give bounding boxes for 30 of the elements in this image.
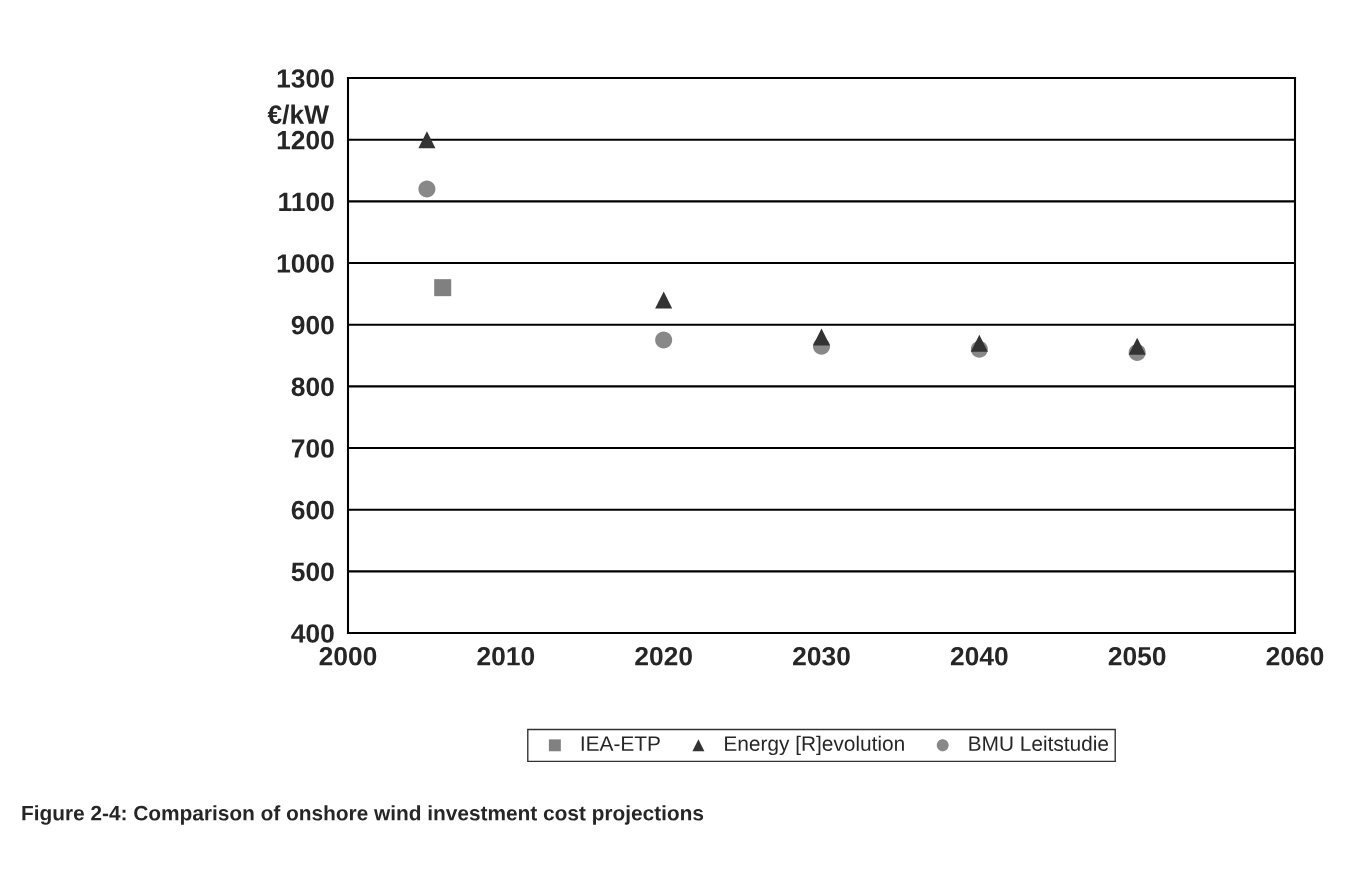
- y-tick-label: 400: [291, 624, 334, 643]
- point: [655, 291, 673, 309]
- x-tick-label: 2010: [477, 646, 535, 666]
- x-tick-label: 2040: [950, 646, 1008, 666]
- y-tick-label: 500: [291, 562, 334, 582]
- legend-label: IEA-ETP: [581, 736, 660, 751]
- point: [434, 279, 452, 297]
- x-tick-label: 2020: [635, 646, 692, 666]
- y-tick-label: 700: [291, 439, 334, 458]
- x-tick-label: 2000: [319, 646, 377, 666]
- point: [418, 180, 436, 198]
- point: [812, 328, 831, 346]
- x-tick-label: 2050: [1108, 646, 1166, 666]
- point: [1128, 337, 1146, 355]
- y-axis-title: €/kW: [267, 104, 330, 125]
- point: [655, 331, 673, 349]
- x-tick-label: 2060: [1266, 646, 1324, 666]
- y-tick-label: 1200: [277, 130, 334, 150]
- x-tick-label: 2030: [793, 646, 850, 666]
- y-tick-label: 900: [291, 315, 334, 335]
- y-tick-label: 1000: [277, 254, 334, 273]
- legend-label: BMU Leitstudie: [969, 735, 1109, 751]
- y-tick-label: 1100: [279, 192, 334, 212]
- y-tick-label: 1300: [277, 69, 334, 88]
- point: [418, 131, 436, 149]
- point: [970, 334, 988, 352]
- y-tick-label: 800: [291, 377, 334, 397]
- y-tick-label: 600: [291, 500, 334, 520]
- legend-label: Energy [R]evolution: [725, 735, 904, 756]
- text: Figure 2-4: Comparison of onshore wind investment cost projections: [22, 805, 704, 825]
